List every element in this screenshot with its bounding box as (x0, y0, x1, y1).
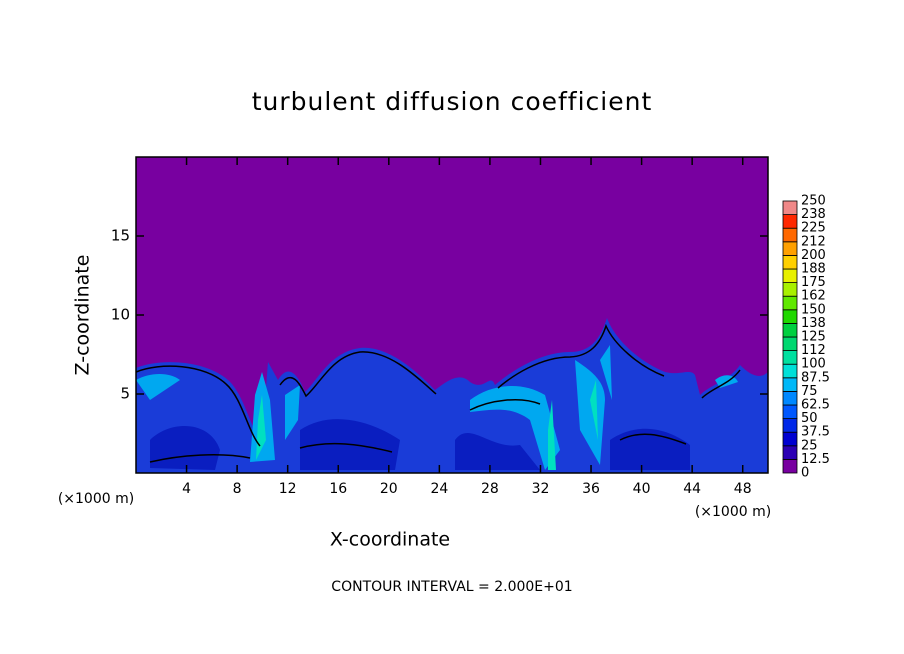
colorbar-label: 250 (801, 194, 826, 209)
colorbar-swatch (782, 322, 798, 338)
colorbar-label: 138 (801, 316, 826, 331)
colorbar-label: 12.5 (801, 452, 830, 467)
colorbar-label: 37.5 (801, 425, 830, 440)
colorbar-label: 200 (801, 248, 826, 263)
colorbar-swatch (782, 458, 798, 474)
chart-title: turbulent diffusion coefficient (252, 87, 653, 116)
x-tick-label: 20 (380, 481, 398, 497)
x-tick-label: 16 (329, 481, 347, 497)
colorbar-swatch (782, 295, 798, 311)
colorbar-swatch (782, 445, 798, 460)
colorbar-label: 75 (801, 384, 818, 399)
field-region (136, 345, 738, 470)
x-tick-label: 12 (279, 481, 297, 497)
x-tick-label: 24 (430, 481, 448, 497)
y-tick-label: 15 (111, 227, 130, 245)
colorbar-swatch (782, 404, 798, 420)
colorbar-label: 0 (801, 466, 809, 481)
x-tick-label: 28 (481, 481, 499, 497)
colorbar-swatch (782, 350, 798, 365)
colorbar-label: 50 (801, 411, 818, 426)
x-tick-label: 36 (582, 481, 600, 497)
colorbar-swatch (782, 268, 798, 284)
colorbar-swatch (782, 241, 798, 256)
colorbar-label: 25 (801, 438, 818, 453)
colorbar-label: 175 (801, 275, 826, 290)
annotation: CONTOUR INTERVAL = 2.000E+01 (331, 579, 572, 595)
colorbar-swatch (782, 336, 798, 352)
colorbar-swatch (782, 363, 798, 379)
colorbar-label: 225 (801, 221, 826, 236)
colorbar-swatch (782, 431, 798, 447)
y-unit-label: (×1000 m) (58, 491, 134, 507)
colorbar-swatch (782, 254, 798, 270)
colorbar-swatch (782, 282, 798, 297)
field-region (150, 419, 690, 470)
field (135, 157, 768, 473)
contour-line (135, 323, 741, 463)
y-tick-label: 10 (111, 306, 130, 324)
colorbar-label: 100 (801, 357, 826, 372)
y-tick-label: 5 (120, 385, 130, 403)
colorbar-label: 125 (801, 330, 826, 345)
x-unit-label: (×1000 m) (695, 504, 771, 520)
colorbar-label: 162 (801, 289, 826, 304)
colorbar-swatch (782, 390, 798, 406)
colorbar-swatch (782, 200, 798, 216)
colorbar-label: 62.5 (801, 398, 830, 413)
x-axis-label: X-coordinate (330, 529, 450, 551)
colorbar-label: 188 (801, 262, 826, 277)
x-tick-label: 32 (532, 481, 550, 497)
x-tick-label: 8 (233, 481, 242, 497)
colorbar-label: 150 (801, 302, 826, 317)
colorbar-swatch (782, 227, 798, 243)
colorbar-label: 238 (801, 207, 826, 222)
x-tick-label: 40 (633, 481, 651, 497)
colorbar-label: 212 (801, 234, 826, 249)
colorbar-label: 87.5 (801, 370, 830, 385)
colorbar-swatch (782, 418, 798, 433)
x-tick-label: 48 (734, 481, 752, 497)
colorbar-label: 112 (801, 343, 826, 358)
x-tick-label: 4 (182, 481, 191, 497)
colorbar-swatch (782, 309, 798, 324)
y-axis-label: Z-coordinate (72, 255, 94, 376)
colorbar-swatch (782, 214, 798, 229)
colorbar-swatch (782, 377, 798, 392)
x-tick-label: 44 (683, 481, 701, 497)
